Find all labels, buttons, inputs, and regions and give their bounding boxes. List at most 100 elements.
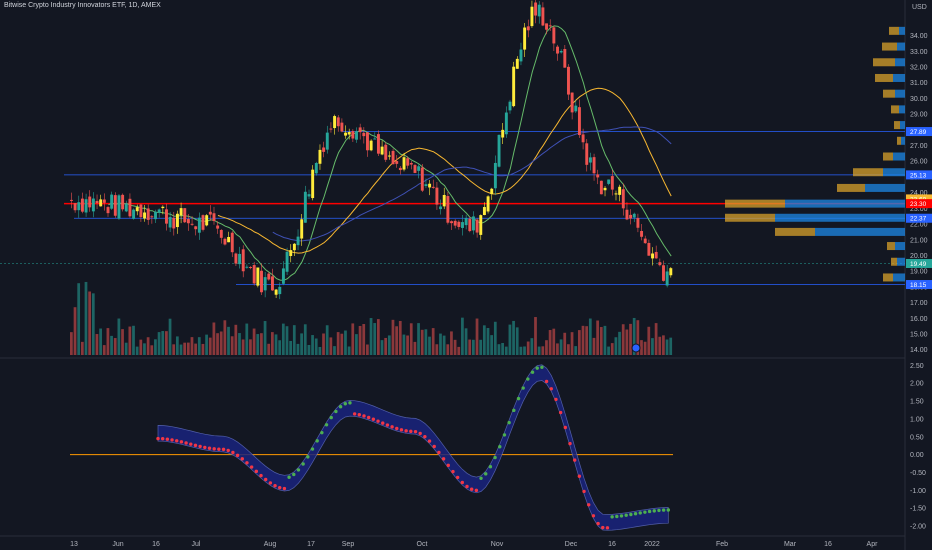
- time-tick-label: 2022: [644, 541, 660, 548]
- candle-body: [106, 207, 110, 214]
- volume-bar: [241, 339, 245, 355]
- volume-bar: [216, 333, 219, 355]
- volume-bar: [618, 331, 621, 355]
- volume-bar: [278, 340, 282, 355]
- candle-body: [260, 270, 263, 293]
- candle-body: [665, 271, 669, 286]
- oscillator-dot: [502, 433, 507, 437]
- volume-bar: [150, 345, 154, 355]
- volume-bar: [194, 343, 197, 355]
- price-tick-label: 22.00: [910, 222, 928, 229]
- candle-body: [172, 217, 176, 229]
- oscillator-dot: [390, 425, 394, 429]
- oscillator-dot: [437, 450, 441, 455]
- volume-bar: [252, 328, 256, 355]
- candle-body: [88, 196, 92, 208]
- volume-bar: [537, 346, 541, 355]
- oscillator-dot: [310, 447, 315, 451]
- price-tick-label: 30.00: [910, 96, 928, 103]
- time-tick-label: 16: [152, 541, 160, 548]
- candle-body: [179, 208, 183, 216]
- volume-bar: [223, 320, 227, 355]
- oscillator-dot: [399, 428, 404, 432]
- volume-profile-bar-up: [891, 105, 899, 114]
- candle-body: [227, 237, 231, 243]
- oscillator-dot: [203, 445, 207, 450]
- oscillator-dot: [324, 423, 329, 427]
- oscillator-tick-label: 1.50: [910, 399, 924, 406]
- price-badge: [906, 258, 932, 268]
- volume-profile-bar-up: [775, 227, 815, 236]
- volume-bar: [636, 320, 640, 355]
- candle-body: [245, 266, 249, 268]
- volume-bar: [439, 333, 442, 355]
- volume-bar: [110, 335, 113, 355]
- candle-body: [303, 191, 307, 223]
- oscillator-dot: [568, 441, 572, 446]
- volume-bar: [391, 319, 395, 355]
- volume-bar: [95, 334, 99, 355]
- oscillator-dot: [170, 438, 174, 442]
- oscillator-dot: [235, 453, 240, 458]
- candle-body: [347, 132, 351, 135]
- candle-body: [585, 143, 589, 165]
- oscillator-dot: [217, 447, 221, 451]
- volume-profile-bar-down: [899, 105, 905, 114]
- volume-bar: [227, 326, 230, 355]
- volume-bar: [468, 339, 472, 355]
- candle-body: [658, 262, 662, 266]
- oscillator-dot: [160, 437, 165, 441]
- oscillator-dot: [207, 446, 212, 450]
- candle-body: [373, 138, 377, 140]
- volume-bar: [519, 346, 523, 355]
- candle-body: [146, 208, 150, 220]
- volume-profile-bar-down: [893, 273, 905, 282]
- oscillator-tick-label: -1.50: [910, 506, 926, 513]
- oscillator-dot: [273, 484, 277, 488]
- candle-body: [508, 101, 512, 111]
- candle-body: [223, 238, 227, 245]
- candle-body: [614, 193, 618, 195]
- oscillator-tick-label: 2.00: [910, 381, 924, 388]
- volume-bar: [559, 339, 563, 355]
- candle-body: [453, 220, 457, 226]
- volume-bar: [629, 323, 632, 355]
- price-tick-label: 27.00: [910, 143, 928, 150]
- oscillator-dot: [474, 488, 479, 493]
- volume-bar: [486, 327, 490, 355]
- oscillator-dot: [381, 421, 385, 425]
- volume-bar: [424, 329, 428, 355]
- oscillator-dot: [638, 511, 642, 515]
- candle-body: [526, 26, 530, 31]
- candle-body: [314, 162, 318, 174]
- volume-bar: [369, 318, 373, 355]
- volume-bar: [289, 340, 293, 355]
- candle-body: [493, 162, 497, 189]
- price-tick-label: 31.00: [910, 80, 928, 87]
- volume-bar: [534, 317, 537, 355]
- oscillator-dot: [263, 477, 268, 482]
- volume-bar: [431, 328, 435, 355]
- volume-bar: [643, 341, 647, 355]
- volume-bar: [632, 317, 636, 355]
- volume-bar: [545, 340, 548, 355]
- candle-body: [607, 179, 611, 184]
- volume-bar: [665, 339, 669, 355]
- volume-bar: [515, 327, 519, 355]
- oscillator-dot: [254, 469, 259, 474]
- candle-body: [281, 268, 285, 284]
- oscillator-dot: [418, 431, 422, 436]
- price-badge-label: 23.30: [910, 201, 927, 208]
- volume-bar: [406, 335, 409, 355]
- candle-body: [186, 219, 190, 224]
- volume-bar: [596, 320, 599, 355]
- price-badge: [906, 199, 932, 209]
- volume-bar: [413, 341, 417, 355]
- volume-bar: [165, 331, 168, 355]
- oscillator-dot: [231, 450, 235, 455]
- volume-profile-bar-up: [883, 152, 893, 161]
- oscillator-dot: [385, 423, 390, 427]
- volume-bar: [219, 331, 223, 355]
- oscillator-dot: [587, 503, 591, 507]
